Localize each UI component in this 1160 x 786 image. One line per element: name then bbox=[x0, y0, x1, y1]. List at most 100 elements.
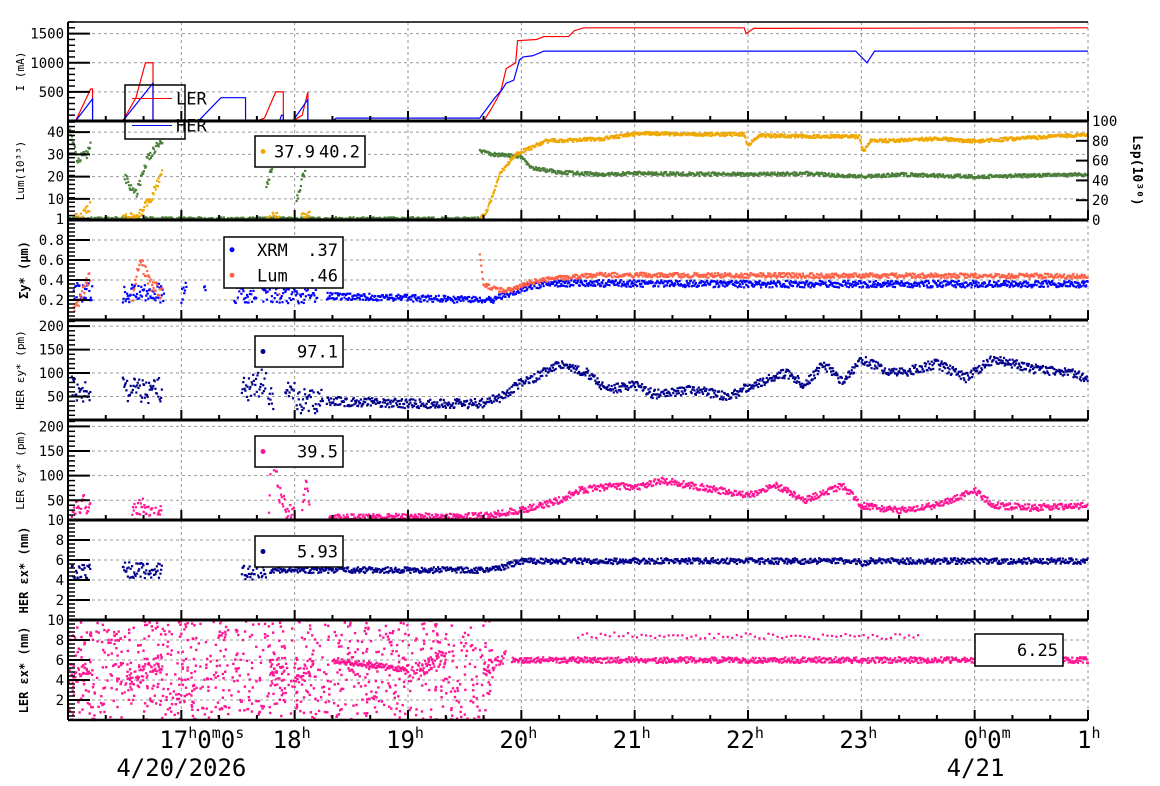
data-point bbox=[132, 294, 134, 296]
data-point bbox=[1068, 280, 1070, 282]
data-point bbox=[887, 277, 889, 279]
data-point bbox=[887, 173, 889, 175]
data-point bbox=[258, 388, 260, 390]
data-point bbox=[891, 172, 893, 174]
data-point bbox=[703, 281, 705, 283]
data-point bbox=[618, 137, 620, 139]
data-point bbox=[890, 284, 892, 286]
data-point bbox=[298, 391, 300, 393]
data-point bbox=[690, 279, 692, 281]
data-point bbox=[739, 134, 741, 136]
data-point bbox=[739, 283, 741, 285]
data-point bbox=[256, 391, 258, 393]
data-point bbox=[988, 141, 990, 143]
data-point bbox=[760, 272, 762, 274]
data-point bbox=[435, 295, 437, 297]
data-point bbox=[131, 284, 133, 286]
data-point bbox=[124, 178, 126, 180]
data-point bbox=[897, 138, 899, 140]
data-point bbox=[880, 139, 882, 141]
data-point bbox=[808, 276, 810, 278]
data-point bbox=[185, 282, 187, 284]
data-point bbox=[878, 275, 880, 277]
data-point bbox=[720, 132, 722, 134]
data-point bbox=[512, 289, 514, 291]
data-point bbox=[716, 280, 718, 282]
data-point bbox=[91, 285, 93, 287]
data-point bbox=[155, 290, 157, 292]
data-point bbox=[253, 380, 255, 382]
data-point bbox=[404, 407, 406, 409]
data-point bbox=[123, 286, 125, 288]
data-point bbox=[640, 283, 642, 285]
data-point bbox=[315, 289, 317, 291]
data-point bbox=[1036, 284, 1038, 286]
data-point bbox=[693, 280, 695, 282]
data-point bbox=[1079, 277, 1081, 279]
data-point bbox=[998, 273, 1000, 275]
data-point bbox=[568, 282, 570, 284]
data-point bbox=[428, 296, 430, 298]
data-point bbox=[145, 201, 147, 203]
data-point bbox=[705, 276, 707, 278]
data-point bbox=[703, 175, 705, 177]
data-point bbox=[278, 216, 280, 218]
data-point bbox=[1028, 277, 1030, 279]
data-point bbox=[107, 217, 109, 219]
data-point bbox=[592, 276, 594, 278]
data-point bbox=[303, 407, 305, 409]
data-point bbox=[154, 388, 156, 390]
data-point bbox=[666, 284, 668, 286]
data-point bbox=[308, 294, 310, 296]
data-point bbox=[747, 172, 749, 174]
data-point bbox=[138, 264, 140, 266]
data-point bbox=[145, 295, 147, 297]
data-point bbox=[567, 141, 569, 143]
data-point bbox=[135, 296, 137, 298]
data-point bbox=[499, 290, 501, 292]
data-point bbox=[78, 284, 80, 286]
data-point bbox=[904, 284, 906, 286]
data-point bbox=[86, 390, 88, 392]
data-point bbox=[251, 383, 253, 385]
data-point bbox=[235, 302, 237, 304]
data-point bbox=[975, 281, 977, 283]
data-point bbox=[182, 298, 184, 300]
data-point bbox=[76, 213, 78, 215]
data-point bbox=[281, 295, 283, 297]
data-point bbox=[535, 166, 537, 168]
data-point bbox=[406, 401, 408, 403]
data-point bbox=[318, 392, 320, 394]
data-point bbox=[276, 212, 278, 214]
data-point bbox=[870, 174, 872, 176]
data-point bbox=[722, 284, 724, 286]
data-point bbox=[508, 153, 510, 155]
data-point bbox=[399, 406, 401, 408]
data-point bbox=[629, 279, 631, 281]
data-point bbox=[922, 283, 924, 285]
data-point bbox=[141, 295, 143, 297]
data-point bbox=[257, 372, 259, 374]
data-point bbox=[468, 296, 470, 298]
data-point bbox=[538, 282, 540, 284]
data-point bbox=[807, 285, 809, 287]
data-point bbox=[1071, 277, 1073, 279]
data-point bbox=[399, 295, 401, 297]
data-point bbox=[143, 209, 145, 211]
data-point bbox=[642, 275, 644, 277]
data-point bbox=[89, 391, 91, 393]
data-point bbox=[290, 299, 292, 301]
data-point bbox=[308, 394, 310, 396]
data-point bbox=[419, 298, 421, 300]
data-point bbox=[84, 285, 86, 287]
data-point bbox=[84, 381, 86, 383]
data-point bbox=[846, 282, 848, 284]
series-3-0 bbox=[71, 355, 1089, 414]
data-point bbox=[89, 147, 91, 149]
data-point bbox=[620, 279, 622, 281]
data-point bbox=[743, 132, 745, 134]
series-1-0 bbox=[67, 129, 1089, 222]
data-point bbox=[577, 171, 579, 173]
data-point bbox=[86, 205, 88, 207]
data-point bbox=[274, 297, 276, 299]
